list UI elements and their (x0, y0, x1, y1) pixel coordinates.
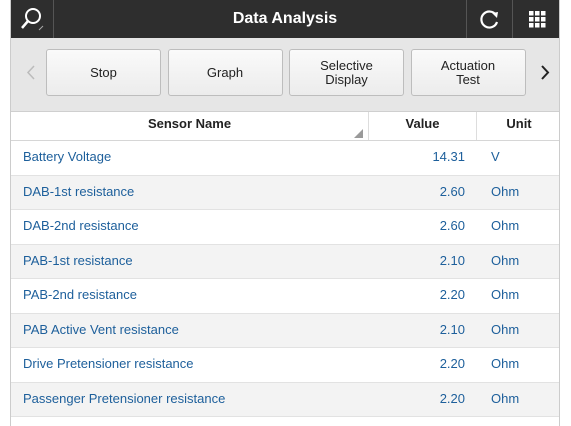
sensor-value: 2.20 (439, 287, 465, 302)
toolbar-button[interactable]: Stop (46, 49, 161, 96)
toolbar: Stop Graph Selective Display Actuation Test (11, 38, 559, 112)
sensor-value: 2.10 (439, 321, 465, 337)
sensor-unit: Ohm (491, 287, 520, 302)
sensor-name: Drive Pretensioner resistance (23, 356, 194, 371)
sensor-value: 2.10 (439, 252, 465, 268)
table-row[interactable]: PAB Active Vent resistance 2.10 Ohm (11, 313, 559, 348)
table-row[interactable]: DAB-2nd resistance 2.60 Ohm (11, 210, 559, 245)
top-bar: Data Analysis (11, 0, 559, 38)
toolbar-button[interactable]: Selective Display (289, 49, 404, 96)
previous-button[interactable] (19, 49, 43, 96)
table-row[interactable]: PAB-2nd resistance 2.20 Ohm (11, 279, 559, 314)
sensor-value: 2.20 (439, 390, 465, 406)
sensor-unit: Ohm (491, 218, 520, 233)
sensor-value: 2.60 (439, 183, 465, 199)
table-row[interactable]: DAB-1st resistance 2.60 Ohm (11, 175, 559, 210)
sensor-unit: Ohm (491, 356, 520, 371)
sensor-name: DAB-2nd resistance (23, 218, 139, 233)
sensor-name: PAB-2nd resistance (23, 287, 137, 302)
table-row[interactable]: PAB-1st resistance 2.10 Ohm (11, 244, 559, 279)
sensor-value: 2.20 (439, 356, 465, 371)
sensor-unit: Ohm (491, 321, 520, 337)
menu-grid-button[interactable] (512, 0, 561, 38)
sensor-name: Passenger Pretensioner resistance (23, 390, 226, 406)
sensor-unit: Ohm (491, 390, 520, 406)
sort-indicator (354, 129, 363, 138)
toolbar-button[interactable]: Graph (167, 49, 283, 96)
sensor-value: 14.31 (432, 149, 465, 164)
toolbar-button[interactable]: Actuation Test (410, 49, 526, 96)
column-header[interactable]: Unit (506, 116, 532, 131)
column-header[interactable]: Value (369, 112, 477, 140)
column-header[interactable]: Sensor Name (11, 112, 369, 140)
search-button[interactable] (11, 0, 54, 38)
sensor-unit: Ohm (491, 252, 520, 268)
sensor-name: Battery Voltage (23, 149, 112, 164)
table-body: Battery Voltage 14.31 V DAB-1st resistance 2… (11, 141, 559, 417)
next-button[interactable] (533, 49, 557, 96)
table-row[interactable]: Passenger Pretensioner resistance 2.20 Ohm (11, 382, 559, 417)
sensor-name: DAB-1st resistance (23, 183, 135, 199)
refresh-button[interactable] (466, 0, 513, 38)
sensor-unit: Ohm (491, 183, 520, 199)
app: Data Analysis Stop Graph Selective Display… (10, 0, 560, 426)
table-row[interactable]: Drive Pretensioner resistance 2.20 Ohm (11, 348, 559, 383)
sensor-name: PAB-1st resistance (23, 252, 133, 268)
sensor-unit: V (491, 149, 500, 164)
table-header: Sensor Name Value Unit (11, 112, 559, 141)
sensor-name: PAB Active Vent resistance (23, 321, 179, 337)
sensor-value: 2.60 (439, 218, 465, 233)
table-row[interactable]: Battery Voltage 14.31 V (11, 141, 559, 176)
